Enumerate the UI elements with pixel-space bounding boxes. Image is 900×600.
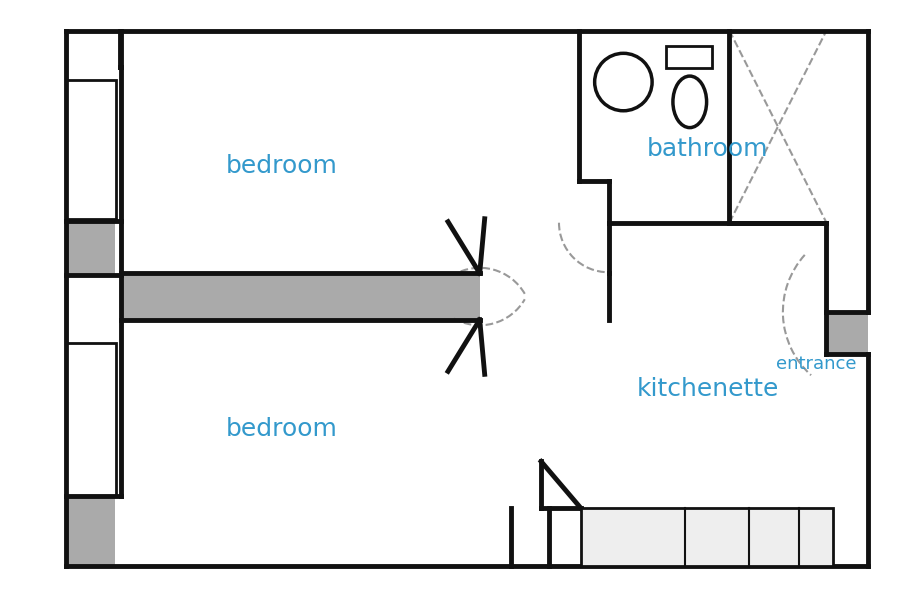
Text: bedroom: bedroom (226, 154, 338, 178)
Text: kitchenette: kitchenette (636, 377, 778, 401)
Bar (67, 221, 115, 275)
Bar (666, 46, 712, 68)
Bar (67, 80, 116, 219)
Bar (67, 343, 116, 496)
Text: bedroom: bedroom (226, 417, 338, 441)
Bar (67, 496, 115, 566)
Bar (580, 508, 833, 566)
Bar (122, 273, 480, 320)
Circle shape (595, 53, 652, 111)
Text: bathroom: bathroom (647, 137, 769, 161)
Text: entrance: entrance (777, 355, 857, 373)
Ellipse shape (673, 76, 707, 128)
Bar (826, 312, 868, 355)
